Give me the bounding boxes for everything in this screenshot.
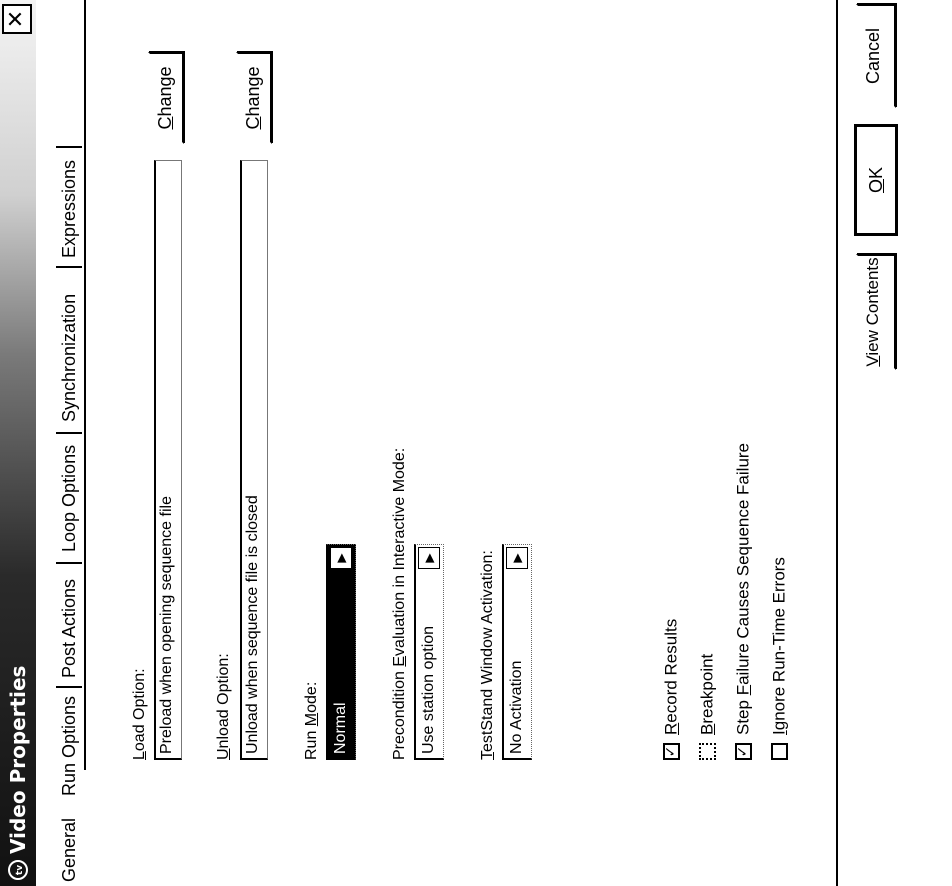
close-button[interactable]: ✕ — [2, 4, 32, 34]
ignore-runtime-errors-checkbox[interactable]: Ignore Run-Time Errors — [768, 557, 792, 760]
tab-loop-options[interactable]: Loop Options — [59, 444, 79, 552]
checkbox-checked-icon[interactable]: ✓ — [735, 743, 753, 760]
tab-synchronization[interactable]: Synchronization — [59, 293, 79, 422]
checkbox-checked-icon[interactable]: ✓ — [663, 743, 681, 760]
unload-option-value: Unload when sequence file is closed — [244, 495, 261, 754]
teststand-activation-select[interactable]: No Activation ▶ — [502, 544, 532, 760]
ok-button[interactable]: OK — [854, 124, 898, 236]
tab-expressions[interactable]: Expressions — [59, 159, 79, 258]
checkbox-unchecked-icon[interactable] — [699, 743, 717, 760]
run-mode-select[interactable]: Normal ▶ — [326, 544, 356, 760]
run-mode-label: Run Mode: — [303, 681, 320, 760]
close-icon: ✕ — [4, 9, 29, 29]
breakpoint-checkbox[interactable]: Breakpoint — [696, 654, 720, 760]
window-title: Video Properties — [6, 665, 30, 854]
dropdown-arrow-icon[interactable]: ▶ — [418, 547, 440, 569]
tab-divider — [56, 146, 82, 148]
checkbox-unchecked-icon[interactable] — [771, 743, 789, 760]
dropdown-arrow-icon[interactable]: ▶ — [506, 547, 528, 569]
tab-divider — [56, 432, 82, 434]
dropdown-arrow-icon[interactable]: ▶ — [330, 547, 352, 569]
teststand-activation-value: No Activation — [508, 660, 525, 754]
record-results-checkbox[interactable]: ✓Record Results — [660, 619, 684, 760]
title-bar[interactable]: tv Video Properties ✕ — [0, 0, 36, 886]
precondition-label: Precondition Evaluation in Interactive M… — [391, 447, 408, 760]
tab-divider — [56, 562, 82, 564]
load-option-field[interactable]: Preload when opening sequence file — [154, 160, 182, 760]
run-mode-value: Normal — [332, 702, 349, 754]
step-failure-checkbox[interactable]: ✓Step Failure Causes Sequence Failure — [732, 443, 756, 760]
precondition-value: Use station option — [420, 625, 437, 754]
teststand-activation-label: TestStand Window Activation: — [479, 550, 496, 760]
tab-post-actions[interactable]: Post Actions — [59, 578, 79, 678]
load-option-value: Preload when opening sequence file — [158, 496, 175, 754]
unload-option-label: Unload Option: — [215, 653, 232, 760]
tab-divider — [56, 266, 82, 268]
tab-divider — [56, 686, 82, 688]
precondition-select[interactable]: Use station option ▶ — [414, 544, 444, 760]
tab-general[interactable]: General — [59, 817, 79, 882]
panel-bottom-border — [836, 0, 838, 886]
cancel-button[interactable]: Cancel — [856, 4, 896, 108]
tab-run-options[interactable]: Run Options — [59, 695, 79, 796]
load-change-button[interactable]: Change — [148, 52, 184, 144]
app-icon: tv — [8, 860, 28, 880]
load-option-label: Load Option: — [131, 668, 148, 760]
view-contents-button[interactable]: View Contents — [856, 254, 896, 370]
unload-option-field[interactable]: Unload when sequence file is closed — [240, 160, 268, 760]
unload-change-button[interactable]: Change — [236, 52, 272, 144]
panel-top-border — [84, 0, 86, 770]
